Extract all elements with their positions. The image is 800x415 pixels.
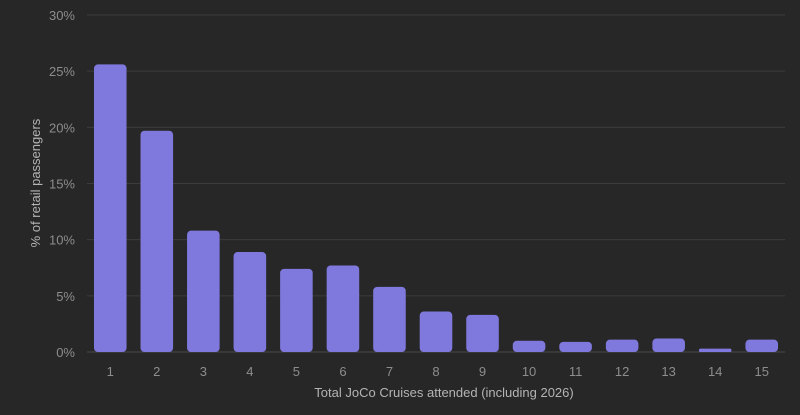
x-tick-label: 1 bbox=[107, 364, 114, 379]
y-tick-label: 0% bbox=[56, 345, 75, 360]
bar-6[interactable] bbox=[327, 266, 360, 352]
x-tick-label: 4 bbox=[246, 364, 253, 379]
bar-4[interactable] bbox=[234, 252, 267, 352]
y-axis-title: % of retail passengers bbox=[28, 118, 43, 247]
bar-15[interactable] bbox=[745, 340, 778, 352]
y-axis-ticks: 0% 5% 10% 15% 20% 25% 30% bbox=[49, 8, 75, 360]
x-tick-label: 2 bbox=[153, 364, 160, 379]
y-tick-label: 20% bbox=[49, 120, 75, 135]
x-tick-label: 14 bbox=[708, 364, 722, 379]
y-tick-label: 15% bbox=[49, 177, 75, 192]
x-tick-label: 9 bbox=[479, 364, 486, 379]
bar-7[interactable] bbox=[373, 287, 406, 352]
x-tick-label: 15 bbox=[754, 364, 768, 379]
bars bbox=[94, 64, 778, 352]
x-axis-title: Total JoCo Cruises attended (including 2… bbox=[314, 385, 573, 400]
y-tick-label: 5% bbox=[56, 289, 75, 304]
x-axis-ticks: 1 2 3 4 5 6 7 8 9 10 11 12 13 14 15 bbox=[107, 364, 769, 379]
x-tick-label: 5 bbox=[293, 364, 300, 379]
bar-10[interactable] bbox=[513, 341, 546, 352]
x-tick-label: 6 bbox=[339, 364, 346, 379]
y-tick-label: 10% bbox=[49, 233, 75, 248]
bar-2[interactable] bbox=[141, 131, 174, 352]
bar-11[interactable] bbox=[559, 342, 592, 352]
y-tick-label: 25% bbox=[49, 64, 75, 79]
y-tick-label: 30% bbox=[49, 8, 75, 23]
x-tick-label: 3 bbox=[200, 364, 207, 379]
x-tick-label: 12 bbox=[615, 364, 629, 379]
bar-5[interactable] bbox=[280, 269, 313, 352]
bar-12[interactable] bbox=[606, 340, 639, 352]
x-tick-label: 10 bbox=[522, 364, 536, 379]
bar-9[interactable] bbox=[466, 315, 499, 352]
bar-3[interactable] bbox=[187, 231, 220, 352]
x-tick-label: 11 bbox=[569, 364, 583, 379]
x-tick-label: 8 bbox=[432, 364, 439, 379]
x-tick-label: 13 bbox=[661, 364, 675, 379]
bar-8[interactable] bbox=[420, 312, 453, 352]
bar-1[interactable] bbox=[94, 64, 127, 352]
x-tick-label: 7 bbox=[386, 364, 393, 379]
bar-14[interactable] bbox=[699, 349, 732, 352]
bar-13[interactable] bbox=[652, 339, 685, 352]
